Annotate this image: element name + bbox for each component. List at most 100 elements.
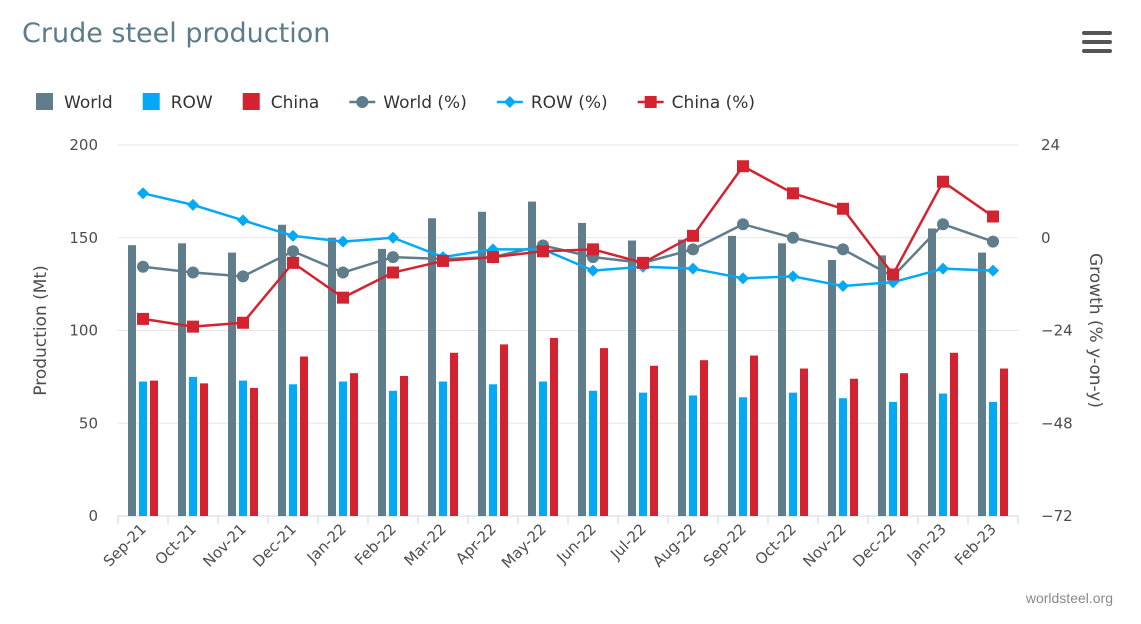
- point-china: [337, 291, 349, 304]
- bar-china: [350, 373, 358, 516]
- bar-row: [839, 398, 847, 516]
- legend-label: World (%): [383, 93, 467, 113]
- point-china: [787, 187, 799, 200]
- bar-world: [828, 260, 836, 516]
- x-tick-label: Jan-23: [903, 520, 950, 567]
- bar-world: [328, 237, 336, 516]
- legend-item-world[interactable]: World: [36, 93, 113, 113]
- legend-swatch: [142, 93, 160, 110]
- legend-item-row[interactable]: ROW: [142, 93, 213, 113]
- legend-marker: [356, 96, 369, 108]
- point-china: [587, 243, 599, 256]
- x-tick-label: Jan-22: [303, 520, 350, 567]
- bar-world: [978, 252, 986, 516]
- point-world: [987, 235, 999, 248]
- bar-china: [750, 355, 758, 516]
- point-china: [387, 266, 399, 279]
- bars: [128, 201, 1008, 517]
- legend-label: ROW: [171, 93, 213, 113]
- y-right-tick-label: 24: [1041, 136, 1060, 154]
- bar-china: [700, 360, 708, 516]
- y-right-tick-label: −72: [1041, 507, 1073, 525]
- y-left-tick-label: 150: [69, 229, 98, 247]
- x-tick-label: Aug-22: [649, 520, 700, 571]
- bar-row: [689, 395, 697, 516]
- point-china: [537, 245, 549, 258]
- bar-row: [539, 381, 547, 516]
- point-row: [687, 262, 699, 275]
- point-china: [837, 202, 849, 215]
- bar-row: [989, 401, 997, 516]
- point-world: [287, 245, 299, 258]
- bar-row: [489, 384, 497, 516]
- point-world: [387, 251, 399, 264]
- point-china: [737, 160, 749, 173]
- bar-world: [278, 224, 286, 516]
- bar-world: [178, 243, 186, 516]
- x-tick-label: Apr-22: [452, 520, 500, 568]
- legend-swatch: [36, 93, 53, 110]
- point-row: [837, 280, 849, 293]
- bar-row: [739, 397, 747, 516]
- legend-item-china[interactable]: China: [242, 93, 320, 113]
- lines: [137, 160, 999, 333]
- point-china: [437, 254, 449, 267]
- y-left-axis-title: Production (Mt): [31, 265, 51, 395]
- x-tick-label: Dec-21: [249, 520, 300, 571]
- legend-marker: [503, 96, 516, 108]
- x-tick-label: May-22: [498, 520, 550, 572]
- point-world: [137, 260, 149, 273]
- bar-china: [850, 378, 858, 516]
- bar-world: [428, 218, 436, 516]
- legend: World ROW China World (%) ROW (%) China (%): [36, 93, 755, 113]
- x-tick-label: Nov-21: [199, 520, 249, 570]
- bar-world: [378, 248, 386, 516]
- bar-row: [439, 381, 447, 516]
- bar-china: [550, 337, 558, 516]
- x-tick-label: Jun-22: [552, 520, 599, 567]
- x-tick-label: Sep-22: [700, 520, 750, 570]
- point-world: [687, 243, 699, 256]
- bar-world: [678, 239, 686, 517]
- bar-world: [128, 245, 136, 517]
- bar-row: [939, 393, 947, 516]
- legend-swatch: [242, 93, 260, 110]
- y-right-axis-title: Growth (% y-on-y): [1085, 253, 1105, 408]
- point-row: [587, 264, 599, 277]
- legend-item-row[interactable]: ROW (%): [496, 93, 608, 113]
- x-tick-label: Mar-22: [400, 520, 449, 569]
- bar-world: [778, 243, 786, 516]
- bar-china: [800, 368, 808, 516]
- point-world: [237, 270, 249, 283]
- point-world: [937, 218, 949, 231]
- y-left-tick-label: 0: [88, 507, 98, 525]
- bar-china: [600, 348, 608, 516]
- x-tick-label: Feb-22: [351, 520, 400, 569]
- legend-marker: [644, 96, 657, 108]
- bar-world: [578, 222, 586, 516]
- credit-link[interactable]: worldsteel.org: [1025, 590, 1113, 606]
- x-tick-label: Dec-22: [849, 520, 900, 571]
- line-row: [142, 192, 994, 288]
- y-right-tick-label: −24: [1041, 322, 1073, 340]
- x-tick-label: Sep-21: [100, 520, 150, 570]
- line-china: [142, 165, 994, 328]
- point-china: [937, 175, 949, 188]
- menu-icon[interactable]: [1080, 28, 1114, 58]
- point-row: [137, 187, 149, 200]
- legend-item-china[interactable]: China (%): [637, 93, 755, 113]
- point-china: [637, 256, 649, 269]
- legend-item-world[interactable]: World (%): [349, 93, 467, 113]
- point-world: [787, 231, 799, 244]
- point-row: [187, 198, 199, 211]
- y-right-tick-label: −48: [1041, 414, 1073, 432]
- bar-china: [650, 365, 658, 516]
- point-china: [987, 210, 999, 223]
- bar-world: [628, 240, 636, 516]
- point-row: [387, 231, 399, 244]
- chart-title: Crude steel production: [22, 18, 331, 49]
- bar-china: [150, 380, 158, 516]
- legend-label: China: [271, 93, 320, 113]
- bar-row: [339, 381, 347, 516]
